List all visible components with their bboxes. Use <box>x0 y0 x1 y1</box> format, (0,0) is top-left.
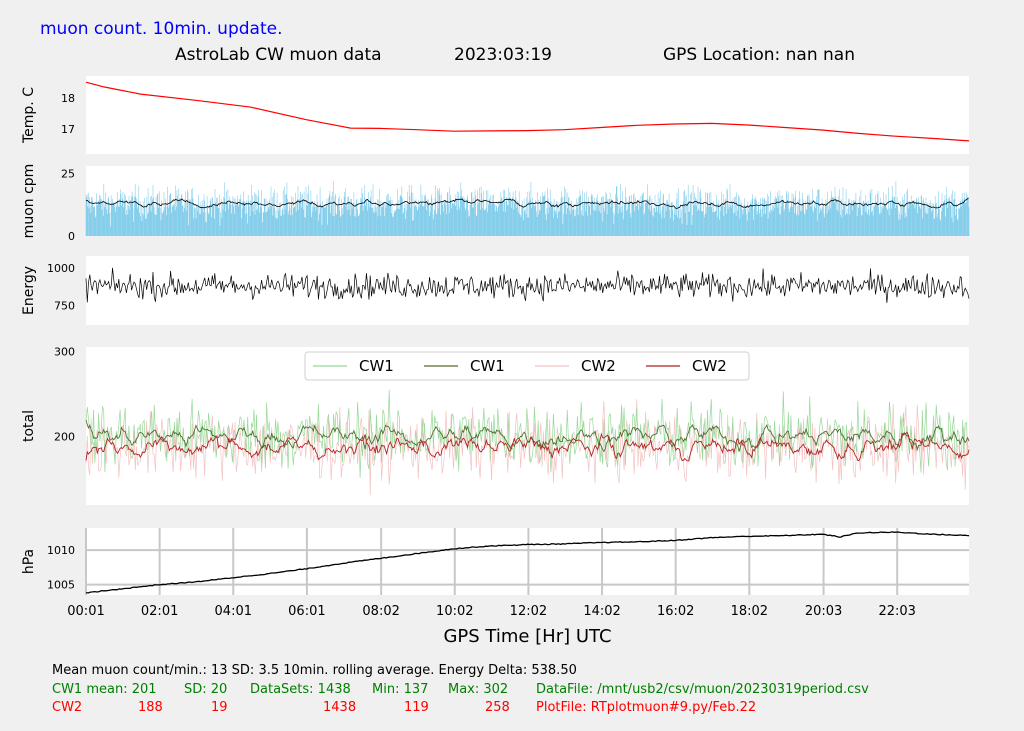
cw2-min: 119 <box>404 700 429 715</box>
ylabel-panel-1: Temp. C <box>21 87 37 144</box>
xtick-label-10: 20:03 <box>805 604 842 619</box>
xtick-label-11: 22:03 <box>878 604 915 619</box>
xtick-label-9: 18:02 <box>731 604 768 619</box>
legend-label-4: CW2 <box>692 357 727 375</box>
ylabel-panel-3: Energy <box>21 266 37 315</box>
xtick-label-5: 10:02 <box>436 604 473 619</box>
xtick-label-7: 14:02 <box>583 604 620 619</box>
ytick-panel-5-1: 1005 <box>47 579 75 592</box>
temperature-line <box>85 81 970 142</box>
cw1-mean: CW1 mean: 201 <box>52 682 157 697</box>
ylabel-panel-2: muon cpm <box>21 164 37 239</box>
plot-file: PlotFile: RTplotmuon#9.py/Feb.22 <box>536 700 757 715</box>
update-label: muon count. 10min. update. <box>40 19 283 39</box>
gps-location: GPS Location: nan nan <box>663 45 855 65</box>
legend-label-2: CW1 <box>470 357 505 375</box>
ytick-panel-4-1: 200 <box>54 431 75 444</box>
muon-rolling-average-line <box>85 198 969 209</box>
ylabel-panel-5: hPa <box>21 549 37 574</box>
pressure-line <box>85 531 970 594</box>
ytick-panel-3-0: 1000 <box>47 262 75 275</box>
cw2-sd: 19 <box>211 700 228 715</box>
cw1-raw-line <box>85 389 970 479</box>
xtick-label-4: 08:02 <box>362 604 399 619</box>
xtick-label-2: 04:01 <box>215 604 252 619</box>
legend-label-1: CW1 <box>359 357 394 375</box>
ytick-panel-2-0: 25 <box>61 168 75 181</box>
xtick-label-0: 00:01 <box>67 604 104 619</box>
cw1-sd: SD: 20 <box>184 682 228 697</box>
chart-title: AstroLab CW muon data <box>175 45 382 65</box>
cw2-max: 258 <box>485 700 510 715</box>
cw2-datasets: 1438 <box>323 700 357 715</box>
xtick-label-6: 12:02 <box>510 604 547 619</box>
cw1-average-line <box>85 419 970 453</box>
ytick-panel-5-0: 1010 <box>47 544 75 557</box>
energy-line <box>85 267 970 303</box>
muon-count-bars <box>85 181 970 236</box>
cw2-label: CW2 <box>52 700 83 715</box>
panel-1-plot-area <box>86 76 969 154</box>
x-axis-label: GPS Time [Hr] UTC <box>443 626 611 647</box>
ytick-panel-3-1: 750 <box>54 300 75 313</box>
ytick-panel-1-0: 18 <box>61 92 75 105</box>
panel-3-plot-area <box>86 256 969 325</box>
cw1-min: Min: 137 <box>372 682 429 697</box>
cw1-datasets: DataSets: 1438 <box>250 682 351 697</box>
data-file: DataFile: /mnt/usb2/csv/muon/20230319per… <box>536 682 869 697</box>
cw1-max: Max: 302 <box>448 682 509 697</box>
cw2-average-line <box>85 431 970 462</box>
xtick-label-8: 16:02 <box>657 604 694 619</box>
legend-box <box>304 351 750 381</box>
xtick-label-1: 02:01 <box>141 604 178 619</box>
xtick-label-3: 06:01 <box>288 604 325 619</box>
ytick-panel-4-0: 300 <box>54 345 75 358</box>
ytick-panel-2-1: 0 <box>68 230 75 243</box>
ytick-panel-1-1: 17 <box>61 123 75 136</box>
cw2-mean: 188 <box>138 700 163 715</box>
legend-label-3: CW2 <box>581 357 616 375</box>
summary-line: Mean muon count/min.: 13 SD: 3.5 10min. … <box>52 663 577 678</box>
chart-date: 2023:03:19 <box>454 45 552 65</box>
ylabel-panel-4: total <box>21 410 37 442</box>
